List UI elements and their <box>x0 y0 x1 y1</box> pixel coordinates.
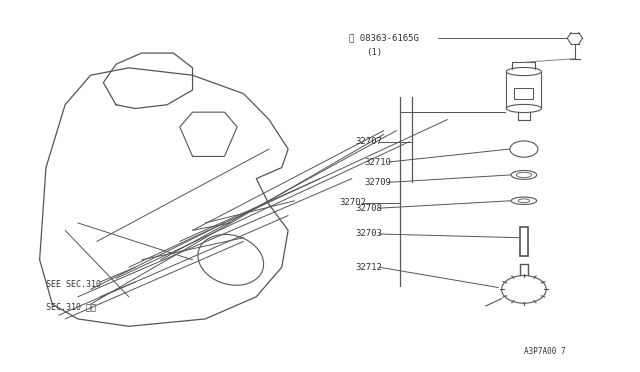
Text: 32712: 32712 <box>355 263 382 272</box>
Text: 32709: 32709 <box>365 178 392 187</box>
Text: Ⓢ 08363-6165G: Ⓢ 08363-6165G <box>349 33 419 42</box>
Text: (1): (1) <box>366 48 382 57</box>
Text: 32703: 32703 <box>355 230 382 238</box>
Text: SEE SEC.310: SEE SEC.310 <box>46 280 101 289</box>
Text: 32707: 32707 <box>355 137 382 146</box>
Text: SEC.310 参照: SEC.310 参照 <box>46 302 96 311</box>
Text: 32708: 32708 <box>355 203 382 213</box>
Text: 32710: 32710 <box>365 157 392 167</box>
Text: A3P7A00 7: A3P7A00 7 <box>524 347 566 356</box>
Text: 32702: 32702 <box>339 198 366 207</box>
